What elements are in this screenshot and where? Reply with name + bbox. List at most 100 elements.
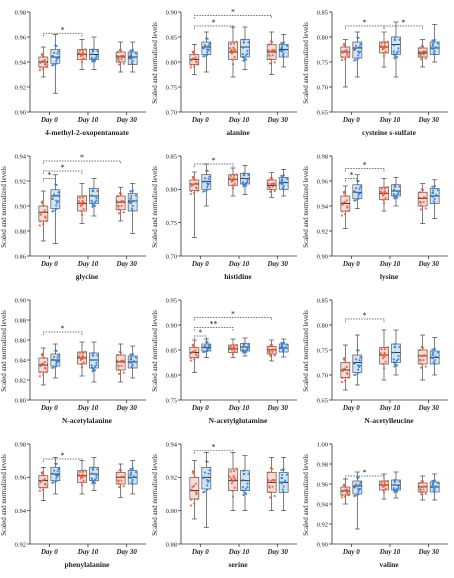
data-point (267, 178, 271, 182)
data-point (45, 486, 48, 489)
data-point (192, 191, 196, 194)
data-point (190, 488, 193, 491)
data-point (80, 362, 83, 366)
significance-label: * (61, 324, 65, 333)
data-point (431, 348, 434, 351)
boxplot-chart: 0.90 0.92 0.94 0.96 0.98 1.00 Day 0 Day 10 Day 3… (317, 441, 448, 556)
data-point (234, 347, 237, 350)
data-point (357, 349, 360, 352)
data-point (116, 50, 120, 54)
data-point (91, 205, 94, 208)
data-point (91, 187, 94, 190)
x-tick-label: Day 0 (191, 116, 209, 124)
data-point (267, 479, 270, 482)
data-point (386, 479, 389, 482)
data-point (285, 343, 288, 347)
data-point (242, 342, 245, 345)
data-point (231, 58, 234, 61)
data-point (55, 44, 58, 48)
data-point (430, 356, 433, 359)
y-tick-label: 0.75 (317, 59, 328, 66)
data-point (246, 179, 249, 182)
data-point (234, 49, 237, 52)
y-tick-label: 0.85 (317, 297, 328, 304)
data-point (280, 468, 283, 472)
data-point (396, 196, 399, 199)
data-point (133, 56, 136, 59)
significance-label: * (212, 156, 216, 165)
data-point (359, 481, 362, 484)
data-point (95, 477, 98, 480)
data-point (232, 50, 235, 54)
data-point (55, 57, 59, 60)
data-point (380, 348, 383, 351)
data-point (273, 494, 276, 498)
data-point (242, 493, 245, 497)
data-point (381, 45, 384, 49)
data-point (230, 180, 233, 183)
data-point (343, 379, 347, 382)
data-point (392, 358, 395, 361)
data-point (41, 471, 44, 474)
data-point (421, 346, 425, 349)
data-point (268, 352, 272, 355)
data-point (355, 44, 358, 48)
data-point (436, 482, 439, 485)
x-tick-label: Day 30 (115, 404, 137, 412)
significance-label: ** (210, 320, 218, 329)
data-point (341, 370, 344, 373)
data-point (382, 198, 385, 201)
significance-label: * (212, 18, 216, 27)
x-tick-label: Day 30 (417, 260, 439, 268)
data-point (418, 50, 421, 53)
data-point (357, 36, 360, 39)
data-point (393, 36, 396, 39)
data-point (357, 195, 360, 198)
data-point (358, 483, 361, 486)
data-point (122, 54, 125, 58)
data-point (79, 201, 82, 205)
data-point (206, 49, 210, 52)
boxplot-chart: 0.70 0.75 0.80 0.85 Day 0 Day 10 Day 30 * (166, 153, 297, 268)
y-tick-label: 0.94 (317, 203, 329, 210)
data-point (96, 189, 99, 192)
significance-bracket (383, 25, 424, 29)
y-tick-label: 1.00 (317, 441, 328, 448)
data-point (93, 365, 96, 368)
data-point (116, 475, 119, 478)
data-point (191, 183, 194, 186)
y-tick-label: 0.75 (166, 84, 177, 91)
data-point (245, 492, 248, 495)
data-point (83, 356, 86, 359)
data-point (117, 208, 121, 211)
data-point (41, 373, 45, 377)
data-point (347, 494, 350, 497)
y-tick-label: 0.90 (317, 541, 328, 548)
data-point (246, 49, 249, 52)
panel-phenylalanine: Scaled and normalized levels 0.92 0.94 0.9… (0, 432, 151, 576)
x-axis-label: glycine (75, 272, 99, 281)
data-point (194, 56, 197, 59)
data-point (207, 472, 210, 475)
data-point (385, 46, 388, 49)
x-tick-label: Day 10 (379, 260, 401, 268)
data-point (267, 43, 271, 46)
significance-bracket (42, 160, 122, 164)
data-point (95, 364, 98, 367)
data-point (44, 63, 47, 66)
data-point (131, 63, 134, 66)
data-point (279, 481, 282, 484)
data-point (81, 199, 84, 202)
data-point (392, 351, 396, 354)
data-point (231, 187, 235, 190)
y-tick-label: 0.92 (15, 541, 26, 548)
data-point (431, 353, 434, 356)
data-point (43, 58, 46, 62)
y-tick-label: 0.85 (166, 347, 177, 354)
boxplot-chart: 0.65 0.70 0.75 0.80 0.85 Day 0 Day 10 Day 30 * * (317, 9, 448, 124)
y-tick-label: 0.90 (15, 203, 26, 210)
data-point (381, 48, 384, 51)
data-point (354, 494, 357, 497)
data-point (383, 351, 386, 354)
data-point (280, 476, 283, 480)
